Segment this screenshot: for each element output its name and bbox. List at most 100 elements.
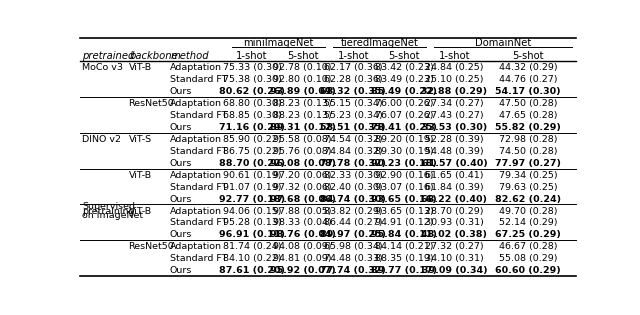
Text: 68.32 (0.35): 68.32 (0.35) (321, 87, 386, 96)
Text: Ours: Ours (170, 195, 192, 203)
Text: 83.49 (0.23): 83.49 (0.23) (374, 75, 433, 84)
Text: Adaptation: Adaptation (170, 243, 222, 251)
Text: 27.34 (0.27): 27.34 (0.27) (425, 99, 484, 108)
Text: 67.25 (0.29): 67.25 (0.29) (495, 231, 561, 239)
Text: 76.07 (0.26): 76.07 (0.26) (374, 111, 433, 120)
Text: 5-shot: 5-shot (388, 51, 420, 61)
Text: 97.20 (0.06): 97.20 (0.06) (273, 171, 332, 180)
Text: 55.15 (0.34): 55.15 (0.34) (324, 99, 383, 108)
Text: 93.07 (0.16): 93.07 (0.16) (374, 183, 433, 192)
Text: 87.61 (0.20): 87.61 (0.20) (219, 266, 285, 275)
Text: MoCo v3: MoCo v3 (83, 63, 124, 72)
Text: 84.14 (0.21): 84.14 (0.21) (374, 243, 433, 251)
Text: 80.62 (0.26): 80.62 (0.26) (219, 87, 285, 96)
Text: 68.22 (0.40): 68.22 (0.40) (422, 195, 488, 203)
Text: 68.85 (0.30): 68.85 (0.30) (223, 111, 282, 120)
Text: 97.68 (0.06): 97.68 (0.06) (269, 195, 336, 203)
Text: 74.50 (0.28): 74.50 (0.28) (499, 147, 557, 156)
Text: 81.74 (0.24): 81.74 (0.24) (223, 243, 282, 251)
Text: 47.50 (0.28): 47.50 (0.28) (499, 99, 557, 108)
Text: 94.81 (0.09): 94.81 (0.09) (273, 254, 332, 263)
Text: 44.76 (0.27): 44.76 (0.27) (499, 75, 557, 84)
Text: 97.88 (0.05): 97.88 (0.05) (273, 207, 332, 215)
Text: 55.08 (0.29): 55.08 (0.29) (499, 254, 557, 263)
Text: Standard FT: Standard FT (170, 75, 227, 84)
Text: 54.48 (0.39): 54.48 (0.39) (425, 147, 484, 156)
Text: Adaptation: Adaptation (170, 63, 222, 72)
Text: 89.97 (0.25): 89.97 (0.25) (320, 231, 387, 239)
Text: 85.90 (0.22): 85.90 (0.22) (223, 135, 282, 144)
Text: Standard FT: Standard FT (170, 254, 227, 263)
Text: 28.70 (0.29): 28.70 (0.29) (425, 207, 484, 215)
Text: Ours: Ours (170, 159, 192, 168)
Text: 77.97 (0.27): 77.97 (0.27) (495, 159, 561, 168)
Text: 88.70 (0.22): 88.70 (0.22) (219, 159, 285, 168)
Text: 90.23 (0.18): 90.23 (0.18) (371, 159, 437, 168)
Text: 93.65 (0.16): 93.65 (0.16) (371, 195, 436, 203)
Text: 5-shot: 5-shot (512, 51, 543, 61)
Text: 92.77 (0.18): 92.77 (0.18) (219, 195, 285, 203)
Text: 1-shot: 1-shot (337, 51, 369, 61)
Text: 60.60 (0.29): 60.60 (0.29) (495, 266, 561, 275)
Text: ViT-S: ViT-S (129, 135, 152, 144)
Text: 92.90 (0.16): 92.90 (0.16) (374, 171, 433, 180)
Text: 82.62 (0.24): 82.62 (0.24) (495, 195, 561, 203)
Text: 5-shot: 5-shot (287, 51, 319, 61)
Text: ViT-B: ViT-B (129, 171, 152, 180)
Text: 93.89 (0.09): 93.89 (0.09) (270, 87, 335, 96)
Text: 62.28 (0.36): 62.28 (0.36) (324, 75, 383, 84)
Text: pretrained: pretrained (83, 51, 135, 61)
Text: 94.08 (0.09): 94.08 (0.09) (273, 243, 332, 251)
Text: 90.61 (0.19): 90.61 (0.19) (223, 171, 282, 180)
Text: 33.53 (0.30): 33.53 (0.30) (422, 123, 487, 132)
Text: ViT-B: ViT-B (129, 207, 152, 215)
Text: 95.92 (0.07): 95.92 (0.07) (270, 266, 335, 275)
Text: 61.65 (0.41): 61.65 (0.41) (425, 171, 484, 180)
Text: 89.30 (0.19): 89.30 (0.19) (374, 147, 433, 156)
Text: 91.07 (0.19): 91.07 (0.19) (223, 183, 282, 192)
Text: 24.84 (0.25): 24.84 (0.25) (425, 63, 484, 72)
Text: method: method (171, 51, 209, 61)
Text: 95.28 (0.13): 95.28 (0.13) (223, 219, 282, 227)
Text: Adaptation: Adaptation (170, 171, 222, 180)
Text: Adaptation: Adaptation (170, 207, 222, 215)
Text: 94.91 (0.12): 94.91 (0.12) (374, 219, 433, 227)
Text: Supervised: Supervised (83, 202, 136, 211)
Text: 1-shot: 1-shot (439, 51, 470, 61)
Text: 32.88 (0.29): 32.88 (0.29) (421, 87, 488, 96)
Text: 49.70 (0.28): 49.70 (0.28) (499, 207, 557, 215)
Text: 78.41 (0.25): 78.41 (0.25) (371, 123, 437, 132)
Text: Standard FT: Standard FT (170, 147, 227, 156)
Text: DomainNet: DomainNet (475, 37, 531, 48)
Text: 74.48 (0.33): 74.48 (0.33) (324, 254, 383, 263)
Text: on ImageNet: on ImageNet (83, 211, 143, 220)
Text: 92.78 (0.10): 92.78 (0.10) (273, 63, 332, 72)
Text: 61.57 (0.40): 61.57 (0.40) (422, 159, 487, 168)
Text: 89.31 (0.12): 89.31 (0.12) (269, 123, 336, 132)
Text: 75.38 (0.30): 75.38 (0.30) (223, 75, 282, 84)
Text: 30.93 (0.31): 30.93 (0.31) (425, 219, 484, 227)
Text: 25.10 (0.25): 25.10 (0.25) (425, 75, 484, 84)
Text: 27.43 (0.27): 27.43 (0.27) (425, 111, 484, 120)
Text: 85.49 (0.22): 85.49 (0.22) (371, 87, 437, 96)
Text: 96.91 (0.11): 96.91 (0.11) (219, 231, 285, 239)
Text: 54.17 (0.30): 54.17 (0.30) (495, 87, 561, 96)
Text: tieredImageNet: tieredImageNet (340, 37, 419, 48)
Text: 65.98 (0.34): 65.98 (0.34) (324, 243, 383, 251)
Text: 88.23 (0.13): 88.23 (0.13) (273, 99, 332, 108)
Text: 55.23 (0.34): 55.23 (0.34) (324, 111, 383, 120)
Text: 74.84 (0.32): 74.84 (0.32) (324, 147, 383, 156)
Text: 68.80 (0.30): 68.80 (0.30) (223, 99, 282, 108)
Text: 84.10 (0.22): 84.10 (0.22) (223, 254, 282, 263)
Text: Ours: Ours (170, 87, 192, 96)
Text: 86.75 (0.22): 86.75 (0.22) (223, 147, 282, 156)
Text: 95.84 (0.11): 95.84 (0.11) (371, 231, 437, 239)
Text: 93.65 (0.13): 93.65 (0.13) (374, 207, 433, 215)
Text: 27.32 (0.27): 27.32 (0.27) (425, 243, 484, 251)
Text: Standard FT: Standard FT (170, 219, 227, 227)
Text: 96.08 (0.08): 96.08 (0.08) (269, 159, 336, 168)
Text: 55.82 (0.29): 55.82 (0.29) (495, 123, 561, 132)
Text: ResNet50: ResNet50 (129, 243, 174, 251)
Text: 46.67 (0.28): 46.67 (0.28) (499, 243, 557, 251)
Text: 98.33 (0.04): 98.33 (0.04) (273, 219, 332, 227)
